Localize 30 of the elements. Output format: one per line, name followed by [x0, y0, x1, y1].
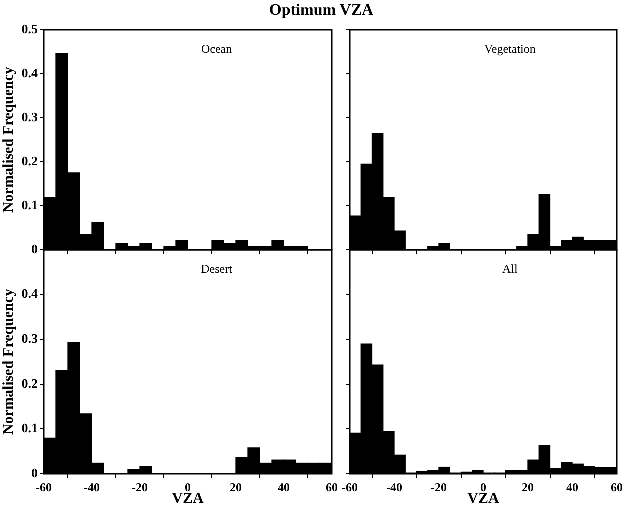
x-tick-label: -60	[342, 480, 358, 494]
x-tick-label: -20	[132, 480, 148, 494]
x-tick-label: 40	[566, 480, 578, 494]
x-tick-label: -60	[36, 480, 52, 494]
y-tick-label: 0.3	[22, 330, 38, 346]
y-axis-title: Normalised Frequency	[0, 288, 17, 435]
annotation: Ocean	[201, 42, 232, 56]
x-tick-label: 20	[522, 480, 534, 494]
y-tick-label: 0.4	[22, 65, 38, 80]
y-tick-label: 0	[32, 465, 38, 480]
y-tick-label: 0.4	[22, 286, 38, 302]
y-tick-label: 0.3	[22, 109, 38, 124]
x-tick-label: 60	[611, 480, 623, 494]
y-tick-label: 0	[32, 241, 38, 256]
y-tick-label: 0.2	[22, 376, 38, 391]
annotation: Desert	[201, 262, 234, 276]
x-tick-label: 60	[326, 480, 338, 494]
x-tick-label: 40	[278, 480, 290, 494]
x-tick-label: -40	[84, 480, 100, 494]
y-tick-label: 0.1	[22, 420, 38, 436]
annotation: Vegetation	[484, 42, 536, 56]
x-tick-label: 20	[230, 480, 242, 494]
y-tick-label: 0.2	[22, 153, 38, 168]
annotation: All	[502, 262, 519, 276]
y-tick-label: 0.1	[22, 197, 38, 212]
y-tick-label: 0.5	[22, 21, 38, 36]
chart-title: Optimum VZA	[268, 2, 375, 20]
y-axis-title: Normalised Frequency	[0, 66, 17, 213]
x-tick-label: -40	[386, 480, 402, 494]
x-tick-label: -20	[431, 480, 447, 494]
